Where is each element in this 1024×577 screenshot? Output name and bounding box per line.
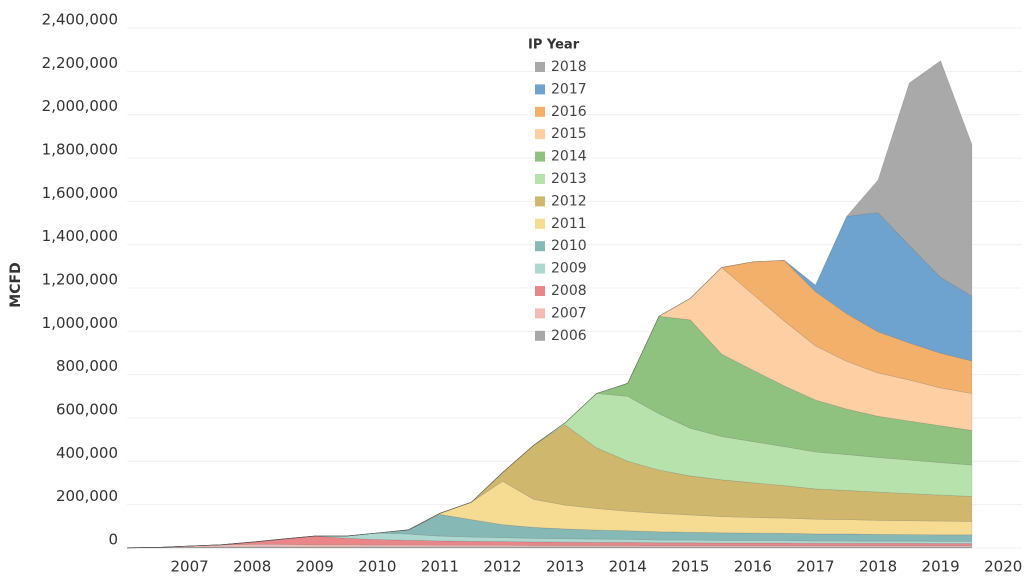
area <box>126 393 973 549</box>
area <box>126 514 973 549</box>
legend-swatch <box>535 330 545 341</box>
legend-label: 2012 <box>551 193 587 209</box>
y-tick-label: 2,400,000 <box>42 11 118 29</box>
x-tick-label: 2015 <box>671 558 709 576</box>
legend-label: 2009 <box>551 261 587 277</box>
legend-swatch <box>535 218 545 229</box>
area <box>126 212 973 549</box>
y-tick-label: 1,000,000 <box>42 314 118 332</box>
x-tick-label: 2020 <box>984 558 1022 576</box>
x-tick-label: 2014 <box>609 558 647 576</box>
legend-swatch <box>535 241 545 252</box>
y-tick-label: 1,800,000 <box>42 141 118 159</box>
legend-title: IP Year <box>528 38 580 53</box>
x-tick-label: 2018 <box>859 558 897 576</box>
x-tick-label: 2007 <box>170 558 208 576</box>
x-tick-label: 2011 <box>421 558 459 576</box>
y-tick-label: 2,200,000 <box>42 54 118 72</box>
y-tick-label: 600,000 <box>56 401 118 419</box>
legend-swatch <box>535 151 545 162</box>
legend-label: 2018 <box>551 59 587 75</box>
legend-label: 2015 <box>551 126 587 142</box>
legend-swatch <box>535 196 545 207</box>
legend-swatch <box>535 263 545 274</box>
legend-swatch <box>535 84 545 95</box>
y-axis-label: MCFD <box>8 262 24 307</box>
area <box>126 259 973 549</box>
y-tick-label: 1,600,000 <box>42 184 118 202</box>
legend-label: 2013 <box>551 171 587 187</box>
legend-label: 2011 <box>551 216 587 232</box>
y-tick-label: 2,000,000 <box>42 97 118 115</box>
legend-swatch <box>535 174 545 184</box>
y-tick-label: 0 <box>108 531 118 549</box>
area <box>126 315 973 549</box>
legend-label: 2014 <box>551 149 587 165</box>
y-tick-label: 200,000 <box>56 487 118 505</box>
y-tick-label: 400,000 <box>56 444 118 462</box>
legend-label: 2008 <box>551 283 587 299</box>
x-tick-label: 2009 <box>296 558 334 576</box>
legend-swatch <box>535 62 545 72</box>
legend-swatch <box>535 129 545 140</box>
x-tick-label: 2008 <box>233 558 271 576</box>
legend-label: 2010 <box>551 238 587 254</box>
area <box>126 266 973 549</box>
y-tick-label: 1,200,000 <box>42 271 118 289</box>
x-tick-label: 2013 <box>546 558 584 576</box>
legend-label: 2006 <box>551 328 587 344</box>
area <box>126 424 973 549</box>
area <box>126 480 973 549</box>
area <box>126 532 973 549</box>
legend-label: 2017 <box>551 81 587 97</box>
legend-swatch <box>535 106 545 117</box>
area <box>126 60 973 549</box>
y-tick-label: 800,000 <box>56 357 118 375</box>
legend-swatch <box>535 308 545 319</box>
x-tick-label: 2016 <box>734 558 772 576</box>
x-tick-label: 2019 <box>922 558 960 576</box>
y-tick-label: 1,400,000 <box>42 227 118 245</box>
legend-label: 2007 <box>551 305 587 321</box>
x-tick-label: 2017 <box>796 558 834 576</box>
x-tick-label: 2010 <box>358 558 396 576</box>
x-tick-label: 2012 <box>483 558 521 576</box>
legend-swatch <box>535 286 545 296</box>
legend-label: 2016 <box>551 104 587 120</box>
